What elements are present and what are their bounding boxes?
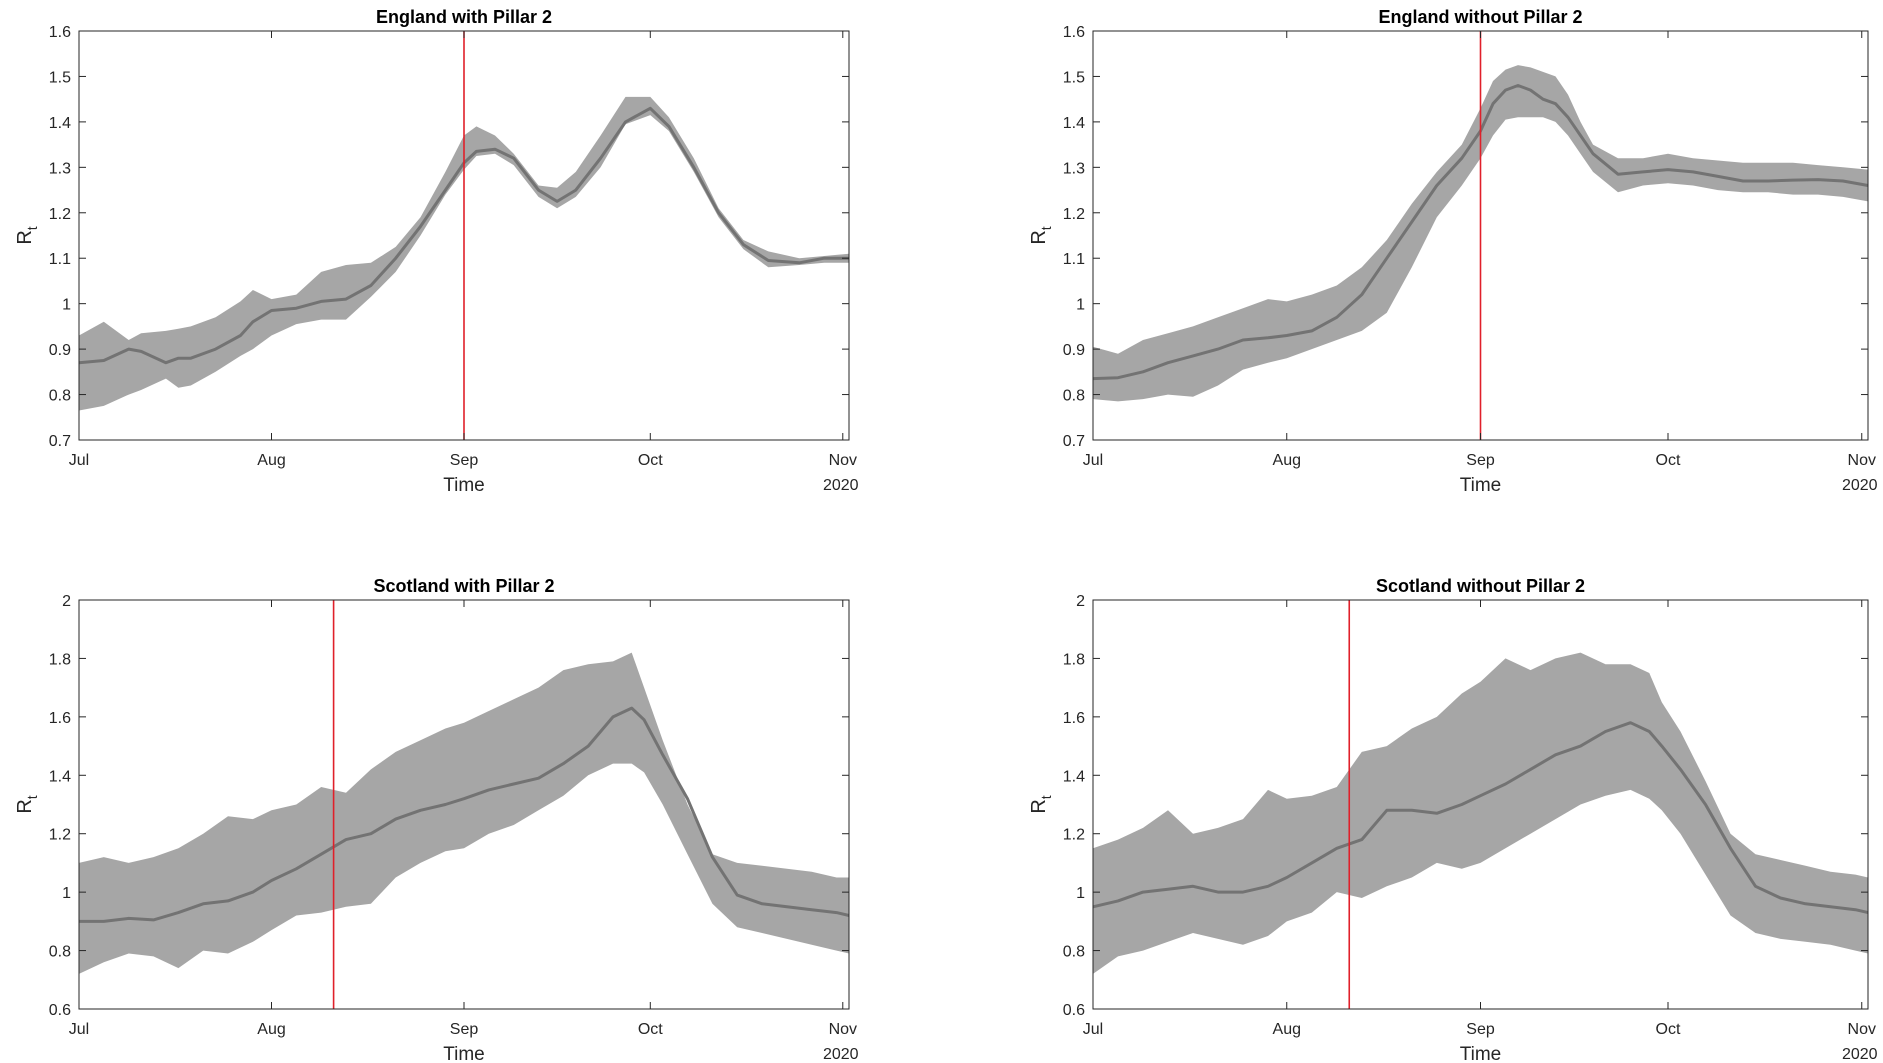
x-axis-label: Time bbox=[1460, 1044, 1502, 1063]
y-tick-label: 1.8 bbox=[49, 651, 71, 668]
x-tick-label: Nov bbox=[1848, 1021, 1876, 1038]
y-tick-label: 2 bbox=[62, 593, 71, 610]
y-axis-label-subscript: t bbox=[1038, 795, 1054, 799]
y-tick-label: 0.6 bbox=[1063, 1002, 1085, 1019]
y-tick-label: 1 bbox=[1076, 297, 1085, 314]
x-axis-label: Time bbox=[443, 1044, 485, 1063]
confidence-band bbox=[79, 652, 849, 974]
x-tick-label: Oct bbox=[1656, 452, 1681, 469]
confidence-band bbox=[79, 96, 849, 411]
y-tick-label: 1.2 bbox=[1063, 827, 1085, 844]
mean-line bbox=[1092, 84, 1869, 381]
y-tick-label: 1.4 bbox=[1063, 768, 1085, 785]
y-tick-label: 1.4 bbox=[49, 115, 71, 132]
y-tick-label: 2 bbox=[1076, 593, 1085, 610]
chart-panel-4: 0.6 0.8 1 1.2 1.4 1.6 1.8 2 Jul Aug Sep Oct Nov 2020 S… bbox=[1028, 576, 1878, 1063]
mean-line bbox=[78, 106, 849, 365]
chart-panel-3: 0.6 0.8 1 1.2 1.4 1.6 1.8 2 Jul Aug Sep Oct Nov 2020 S… bbox=[14, 576, 859, 1063]
y-tick-label: 1 bbox=[62, 885, 71, 902]
x-tick-label: Nov bbox=[1848, 452, 1876, 469]
y-axis-label: Rt bbox=[1028, 795, 1054, 813]
x-tick-label: Aug bbox=[257, 452, 285, 469]
x-tick-label: Aug bbox=[257, 1021, 285, 1038]
y-tick-label: 0.8 bbox=[49, 388, 71, 405]
y-tick-label: 1.3 bbox=[1063, 160, 1085, 177]
x-tick-label: Sep bbox=[1466, 452, 1495, 469]
y-tick-label: 1.4 bbox=[49, 768, 71, 785]
y-tick-label: 1 bbox=[1076, 885, 1085, 902]
year-label: 2020 bbox=[1842, 1046, 1878, 1063]
y-tick-label: 1.6 bbox=[1063, 710, 1085, 727]
y-tick-label: 0.9 bbox=[49, 342, 71, 359]
x-tick-label: Sep bbox=[1466, 1021, 1495, 1038]
y-axis-label: Rt bbox=[14, 226, 40, 244]
mean-line bbox=[79, 706, 850, 923]
x-tick-label: Oct bbox=[638, 452, 663, 469]
y-tick-label: 0.7 bbox=[1063, 433, 1085, 450]
chart-title: Scotland with Pillar 2 bbox=[373, 576, 554, 596]
y-tick-label: 1.4 bbox=[1063, 115, 1085, 132]
y-tick-label: 1.6 bbox=[49, 24, 71, 41]
y-axis-label-main: R bbox=[14, 230, 36, 244]
y-tick-label: 0.8 bbox=[1063, 388, 1085, 405]
y-axis-label-subscript: t bbox=[24, 795, 40, 799]
confidence-band bbox=[1093, 652, 1868, 974]
y-axis-label-subscript: t bbox=[24, 226, 40, 230]
chart-panel-1: 0.7 0.8 0.9 1 1.1 1.2 1.3 1.4 1.5 1.6 Jul Aug Sep Oct… bbox=[14, 7, 859, 496]
y-tick-label: 1.6 bbox=[1063, 24, 1085, 41]
y-tick-label: 1.6 bbox=[49, 710, 71, 727]
year-label: 2020 bbox=[1842, 477, 1878, 494]
y-axis-label-subscript: t bbox=[1038, 226, 1054, 230]
x-axis-label: Time bbox=[443, 475, 485, 496]
year-label: 2020 bbox=[823, 477, 859, 494]
x-tick-label: Oct bbox=[1656, 1021, 1681, 1038]
y-tick-label: 1.1 bbox=[1063, 251, 1085, 268]
x-tick-label: Nov bbox=[829, 452, 857, 469]
y-axis-label-main: R bbox=[1028, 799, 1050, 813]
x-tick-label: Oct bbox=[638, 1021, 663, 1038]
y-tick-label: 1.3 bbox=[49, 160, 71, 177]
x-tick-label: Jul bbox=[1083, 452, 1103, 469]
y-tick-label: 1 bbox=[62, 297, 71, 314]
y-tick-label: 1.8 bbox=[1063, 651, 1085, 668]
chart-title: England without Pillar 2 bbox=[1378, 7, 1582, 27]
confidence-band bbox=[1093, 65, 1868, 402]
x-tick-label: Nov bbox=[829, 1021, 857, 1038]
y-tick-label: 1.1 bbox=[49, 251, 71, 268]
y-tick-label: 0.6 bbox=[49, 1002, 71, 1019]
x-tick-label: Jul bbox=[69, 452, 89, 469]
year-label: 2020 bbox=[823, 1046, 859, 1063]
y-axis-label-main: R bbox=[1028, 230, 1050, 244]
x-axis-label: Time bbox=[1460, 475, 1502, 496]
y-tick-label: 1.2 bbox=[49, 206, 71, 223]
y-tick-label: 1.5 bbox=[49, 69, 71, 86]
x-tick-label: Aug bbox=[1273, 452, 1301, 469]
y-tick-label: 0.8 bbox=[49, 944, 71, 961]
x-tick-label: Jul bbox=[1083, 1021, 1103, 1038]
y-tick-label: 0.8 bbox=[1063, 944, 1085, 961]
y-tick-label: 1.2 bbox=[49, 827, 71, 844]
y-axis-label: Rt bbox=[14, 795, 40, 813]
chart-panel-2: 0.7 0.8 0.9 1 1.1 1.2 1.3 1.4 1.5 1.6 Jul Aug Sep Oct… bbox=[1028, 7, 1878, 496]
y-tick-label: 1.2 bbox=[1063, 206, 1085, 223]
x-tick-label: Jul bbox=[69, 1021, 89, 1038]
y-tick-label: 0.9 bbox=[1063, 342, 1085, 359]
y-axis-label: Rt bbox=[1028, 226, 1054, 244]
chart-title: Scotland without Pillar 2 bbox=[1376, 576, 1585, 596]
y-tick-label: 0.7 bbox=[49, 433, 71, 450]
x-tick-label: Sep bbox=[450, 452, 479, 469]
mean-line bbox=[1092, 721, 1869, 915]
y-tick-label: 1.5 bbox=[1063, 69, 1085, 86]
x-tick-label: Sep bbox=[450, 1021, 479, 1038]
y-axis-label-main: R bbox=[14, 799, 36, 813]
x-tick-label: Aug bbox=[1273, 1021, 1301, 1038]
chart-title: England with Pillar 2 bbox=[376, 7, 552, 27]
